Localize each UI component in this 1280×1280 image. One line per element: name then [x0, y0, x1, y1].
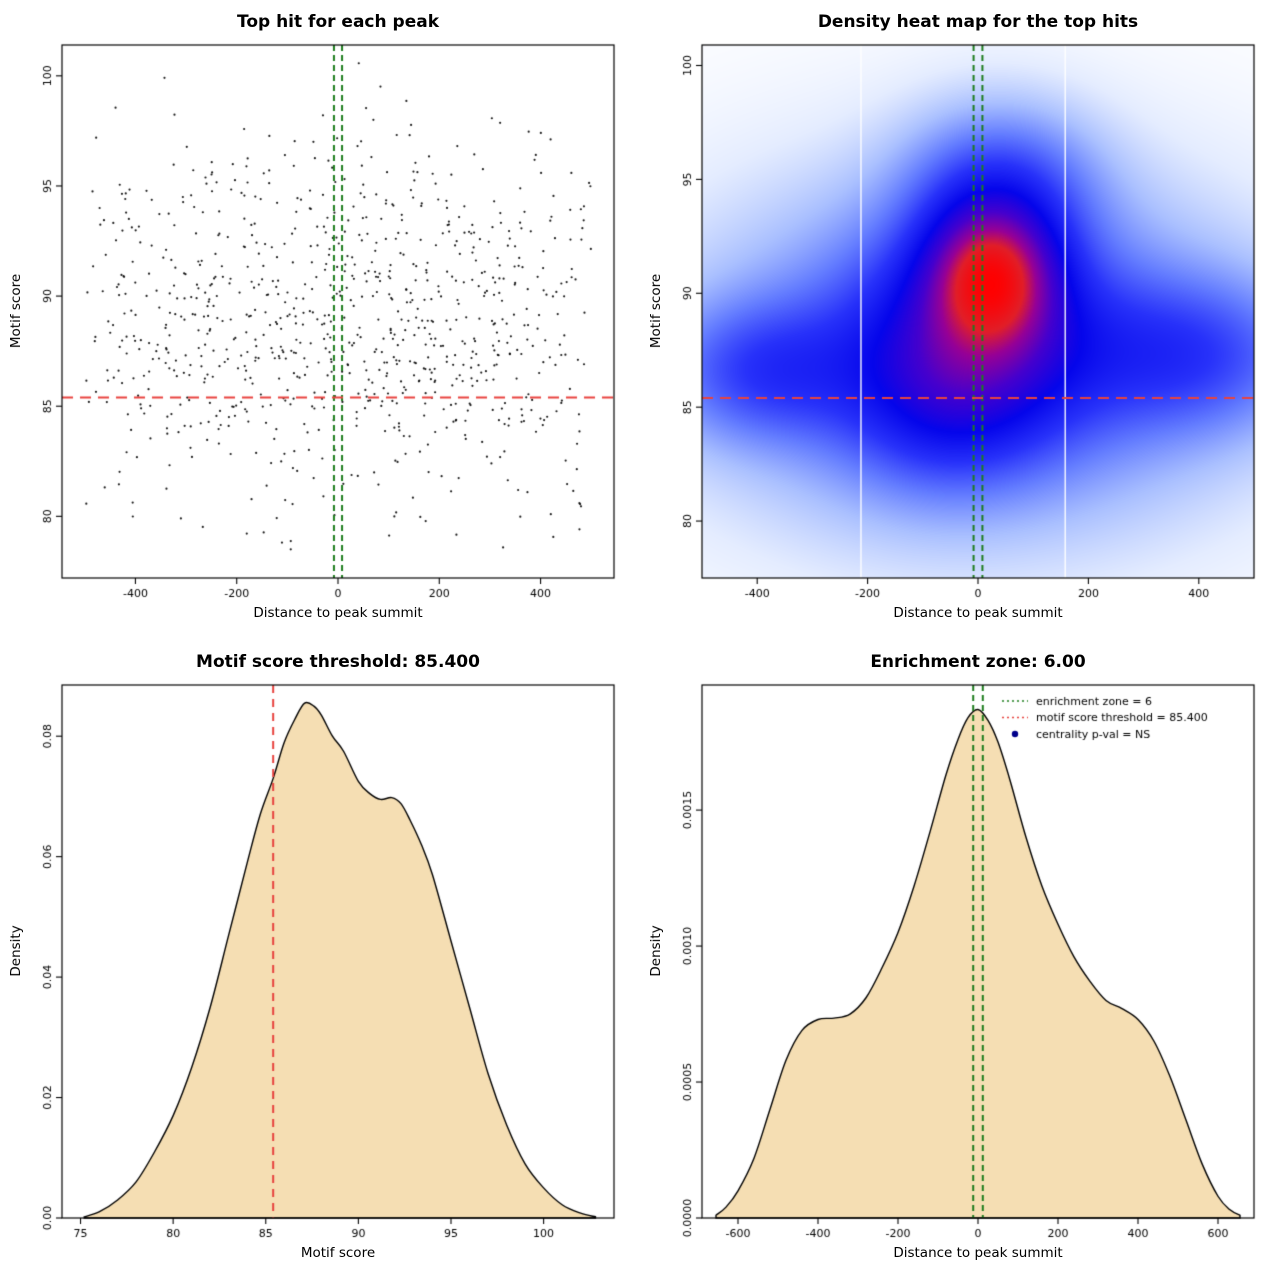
panel-density-heatmap: Density heat map for the top hits Distan…	[640, 0, 1280, 640]
distance-density-yaxis-label: Density	[648, 925, 664, 977]
scatter-title: Top hit for each peak	[236, 12, 440, 32]
scatter-yaxis-label: Motif score	[8, 273, 24, 349]
distance-density-title: Enrichment zone: 6.00	[870, 652, 1086, 672]
heatmap-title: Density heat map for the top hits	[817, 12, 1139, 32]
score-density-plot-canvas	[0, 640, 640, 1280]
panel-distance-density: Enrichment zone: 6.00 Distance to peak s…	[640, 640, 1280, 1280]
score-density-title: Motif score threshold: 85.400	[196, 652, 480, 672]
distance-density-xaxis-label: Distance to peak summit	[893, 1245, 1063, 1261]
panel-top-hits-scatter: Top hit for each peak Distance to peak s…	[0, 0, 640, 640]
panel-motif-score-density: Motif score threshold: 85.400 Motif scor…	[0, 640, 640, 1280]
heatmap-xaxis-label: Distance to peak summit	[893, 605, 1063, 621]
score-density-xaxis-label: Motif score	[300, 1245, 376, 1261]
scatter-plot-canvas	[0, 0, 640, 640]
distance-density-plot-canvas	[640, 640, 1280, 1280]
heatmap-plot-canvas	[640, 0, 1280, 640]
score-density-yaxis-label: Density	[8, 925, 24, 977]
scatter-xaxis-label: Distance to peak summit	[253, 605, 423, 621]
heatmap-yaxis-label: Motif score	[648, 273, 664, 349]
